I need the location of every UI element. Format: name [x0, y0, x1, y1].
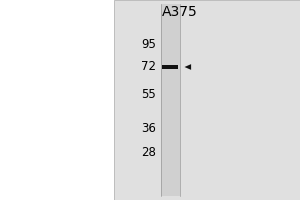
Text: 36: 36: [141, 121, 156, 134]
Text: 28: 28: [141, 146, 156, 158]
Bar: [160, 4, 180, 196]
Text: 55: 55: [141, 88, 156, 100]
Text: 95: 95: [141, 38, 156, 50]
Text: 72: 72: [141, 60, 156, 72]
Bar: [0, 0, 114, 200]
Bar: [114, 0, 300, 200]
Bar: [162, 65, 178, 69]
Polygon shape: [184, 64, 191, 70]
Text: A375: A375: [162, 5, 198, 19]
